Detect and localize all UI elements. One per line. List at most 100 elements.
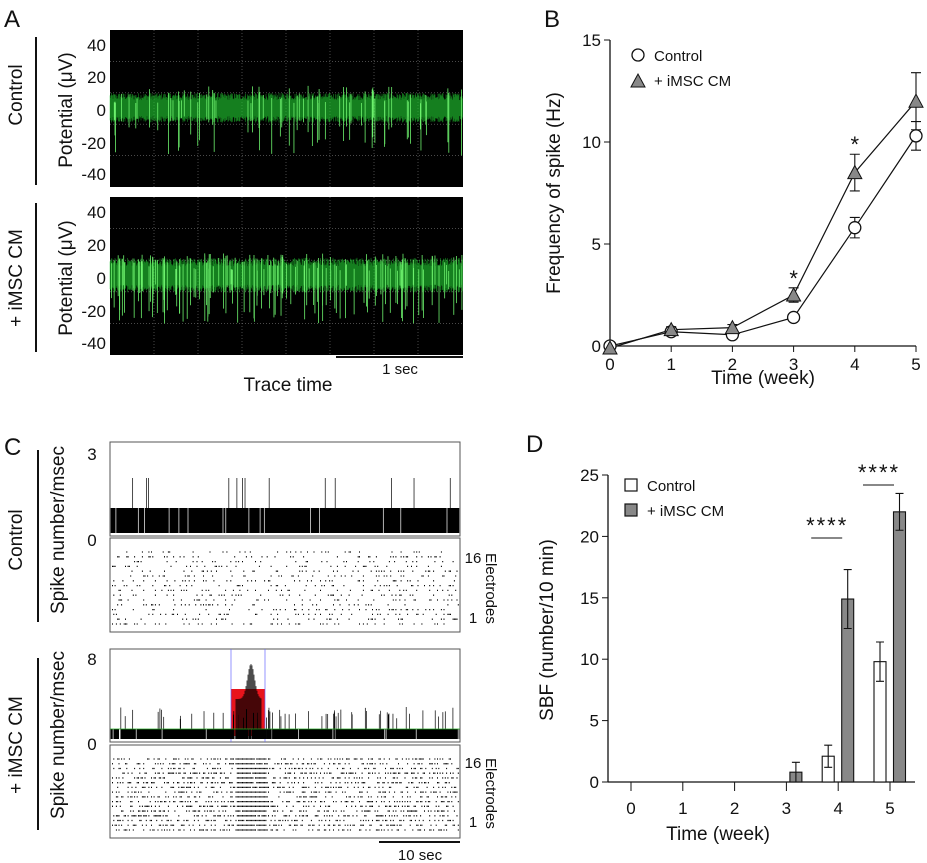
legend-circle-marker [631,48,645,62]
y-tick-label: 0 [87,531,96,550]
series-line [609,100,917,349]
y-tick-label: -20 [81,134,106,153]
x-tick-label: 5 [885,799,894,818]
electrode-bottom-label: 1 [469,610,477,627]
y-tick-label: 40 [87,36,106,55]
raster-frame [109,744,461,839]
panel-b: B Frequency of spike (Hz) Time (week) 0 5… [544,6,924,389]
panel-a: A Control Potential (μV) + iMSC CM Poten… [4,6,463,396]
scale-bar-label: 10 sec [398,847,443,863]
y-tick-label: 10 [582,133,601,152]
scale-bar-label: 1 sec [382,361,418,378]
error-bar [843,569,852,630]
signal-spikes [113,85,462,156]
error-bar [791,761,800,783]
x-tick-label: 0 [626,799,635,818]
x-tick-label: 3 [782,799,791,818]
y-tick-label: 5 [590,712,599,731]
spike-histogram [110,478,460,533]
y-tick-label: -40 [81,165,106,184]
group-label-imsc: + iMSC CM [6,696,27,794]
legend-swatch-control [624,478,638,492]
y-tick-label: 15 [582,31,601,50]
data-point-imsc [663,321,680,337]
panel-letter-a: A [4,6,20,33]
panel-letter-d: D [526,431,543,458]
error-bar [895,492,904,531]
y-axis-label: Spike number/msec [48,446,69,614]
x-tick-label: 5 [911,355,920,374]
legend-label-imsc: + iMSC CM [654,73,731,90]
y-tick-label: 0 [97,101,106,120]
x-tick-label: 1 [666,355,675,374]
panel-d: D SBF (number/10 min) Time (week) 051015… [526,431,915,845]
y-tick-label: 0 [590,773,599,792]
signal-spikes [111,253,463,324]
y-tick-label: 40 [87,203,106,222]
electrode-bottom-label: 1 [469,814,477,831]
y-tick-label: 10 [580,650,599,669]
x-tick-label: 1 [678,799,687,818]
y-axis-label: Spike number/msec [48,651,69,819]
legend-label-control: Control [654,48,702,65]
y-tick-label: 20 [87,68,106,87]
data-point-imsc [846,164,863,180]
y-tick-label: 3 [87,445,96,464]
data-point-imsc [785,286,802,302]
y-axis-label: SBF (number/10 min) [537,539,558,721]
group-label-control: Control [6,64,27,125]
legend-label-control: Control [647,478,695,495]
x-tick-label: 2 [730,799,739,818]
data-point-control [786,310,801,325]
y-tick-label: 25 [580,466,599,485]
spike-histogram [110,664,460,739]
significance-marker: * [789,266,798,291]
y-tick-label: 5 [592,235,601,254]
y-axis-label: Potential (μV) [56,52,77,168]
spike-raster [112,758,459,831]
significance-marker: * [851,132,860,157]
y-tick-label: 15 [580,589,599,608]
legend-swatch-imsc [624,503,638,517]
significance-marker: **** [858,460,900,485]
trace-imsc [109,197,463,355]
electrode-top-label: 16 [465,755,482,772]
bar-imsc [892,511,907,783]
x-tick-label: 2 [728,355,737,374]
electrode-top-label: 16 [465,550,482,567]
y-tick-label: -20 [81,302,106,321]
data-point-control [909,129,923,143]
y-tick-label: -40 [81,334,106,353]
panel-letter-b: B [544,6,560,33]
panel-letter-c: C [4,434,21,461]
y-axis-label: Frequency of spike (Hz) [544,92,565,294]
trace-control [109,30,463,187]
x-tick-label: 4 [833,799,842,818]
y-tick-label: 20 [87,236,106,255]
x-axis-label: Time (week) [711,368,815,389]
y-tick-label: 0 [592,337,601,356]
y-tick-label: 0 [87,735,96,754]
spike-raster [112,551,459,625]
x-axis-label: Trace time [243,375,332,396]
group-label-control: Control [6,509,27,570]
data-point-imsc [602,339,618,355]
y-tick-label: 0 [97,269,106,288]
x-tick-label: 0 [605,355,614,374]
x-axis-label: Time (week) [666,824,770,845]
signal-band [109,92,463,123]
y-tick-label: 20 [580,527,599,546]
data-point-imsc [724,319,741,335]
data-point-control [848,221,862,235]
error-bar [876,641,884,682]
significance-marker: **** [806,513,848,538]
series-line [609,135,917,347]
electrodes-label: Electrodes [482,758,499,829]
x-tick-label: 4 [850,355,859,374]
data-point-imsc [908,93,924,108]
y-axis-label: Potential (μV) [56,220,77,336]
y-tick-label: 8 [87,650,96,669]
legend-triangle-marker [630,72,646,88]
legend-label-imsc: + iMSC CM [647,503,724,520]
